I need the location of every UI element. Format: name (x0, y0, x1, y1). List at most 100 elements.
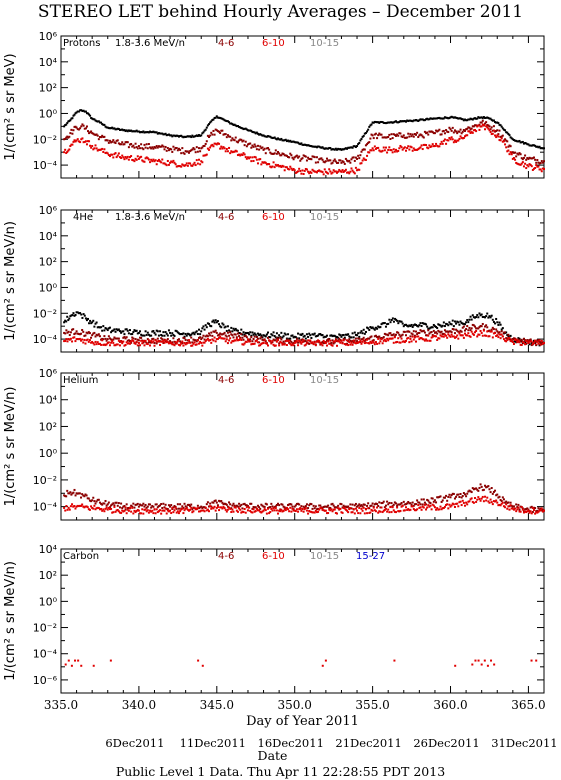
data-point (382, 509, 385, 512)
data-point (410, 503, 413, 506)
data-point (379, 340, 382, 343)
data-point (344, 505, 347, 508)
data-point (472, 488, 475, 491)
data-point (346, 509, 349, 512)
data-point (270, 502, 273, 505)
data-point (134, 330, 137, 333)
data-point (107, 327, 110, 330)
data-point (243, 144, 246, 147)
data-point (379, 133, 382, 136)
data-point (118, 340, 121, 343)
data-point (419, 506, 422, 509)
data-point (308, 339, 311, 342)
data-point (234, 333, 237, 336)
data-point (115, 156, 118, 159)
data-point (466, 127, 469, 130)
data-point (425, 334, 428, 337)
data-point (372, 506, 375, 509)
data-point (531, 511, 534, 514)
data-point (490, 330, 493, 333)
data-point (386, 121, 389, 124)
data-point (73, 488, 76, 491)
data-point (368, 141, 371, 144)
data-point (317, 145, 320, 148)
data-point (422, 329, 425, 332)
data-point (274, 506, 277, 509)
data-point (448, 321, 451, 324)
data-point (297, 344, 300, 347)
data-point (229, 503, 232, 506)
data-point (524, 341, 527, 344)
data-point (253, 131, 256, 134)
data-point (532, 506, 535, 509)
data-point (301, 169, 304, 172)
data-point (222, 118, 225, 121)
data-point (103, 135, 106, 138)
data-point (524, 508, 527, 511)
data-point (139, 503, 142, 506)
data-point (474, 124, 476, 127)
data-point (78, 337, 81, 340)
data-point (297, 332, 300, 335)
data-point (322, 160, 325, 163)
data-point (409, 502, 412, 505)
data-point (480, 125, 483, 128)
data-point (72, 336, 75, 339)
data-point (315, 171, 318, 174)
data-point (388, 133, 391, 136)
data-point (79, 109, 82, 112)
data-point (449, 322, 452, 325)
data-point (107, 154, 110, 157)
data-point (347, 511, 350, 514)
data-point (214, 340, 217, 343)
data-point (451, 138, 454, 141)
data-point (282, 335, 285, 338)
data-point (362, 336, 365, 339)
data-point (269, 339, 272, 342)
data-point (442, 139, 445, 142)
data-point (186, 339, 189, 342)
data-point (91, 117, 94, 120)
data-point (214, 319, 217, 322)
data-point (264, 342, 267, 345)
data-point (509, 145, 512, 148)
data-point (176, 331, 179, 334)
data-point (282, 152, 285, 155)
data-point (441, 142, 444, 145)
data-point (443, 116, 446, 119)
data-point (315, 335, 318, 338)
data-point (333, 148, 336, 151)
data-point (166, 147, 169, 150)
data-point (527, 508, 530, 511)
data-point (229, 135, 232, 138)
data-point (71, 143, 74, 146)
data-point (273, 344, 276, 347)
data-point (241, 507, 244, 510)
data-point (259, 337, 262, 340)
data-point (433, 331, 436, 334)
data-point (114, 152, 117, 155)
data-point (366, 143, 369, 146)
data-point (311, 155, 314, 158)
data-point (534, 507, 537, 510)
data-point (393, 501, 396, 504)
data-point (98, 326, 101, 329)
data-point (543, 509, 545, 512)
data-point (525, 339, 528, 342)
data-point (170, 512, 173, 515)
y-axis-label: 1/(cm² s sr MeV) (3, 53, 18, 160)
data-point (433, 499, 436, 502)
data-point (292, 508, 295, 511)
data-point (479, 329, 482, 332)
data-point (527, 143, 530, 146)
data-point (366, 338, 369, 341)
data-point (416, 333, 419, 336)
data-point (205, 326, 208, 329)
data-point (433, 335, 436, 338)
data-point (379, 510, 382, 513)
data-point (329, 339, 332, 342)
data-point (526, 157, 529, 160)
data-point (231, 508, 234, 511)
data-point (64, 509, 67, 512)
data-point (527, 341, 530, 344)
